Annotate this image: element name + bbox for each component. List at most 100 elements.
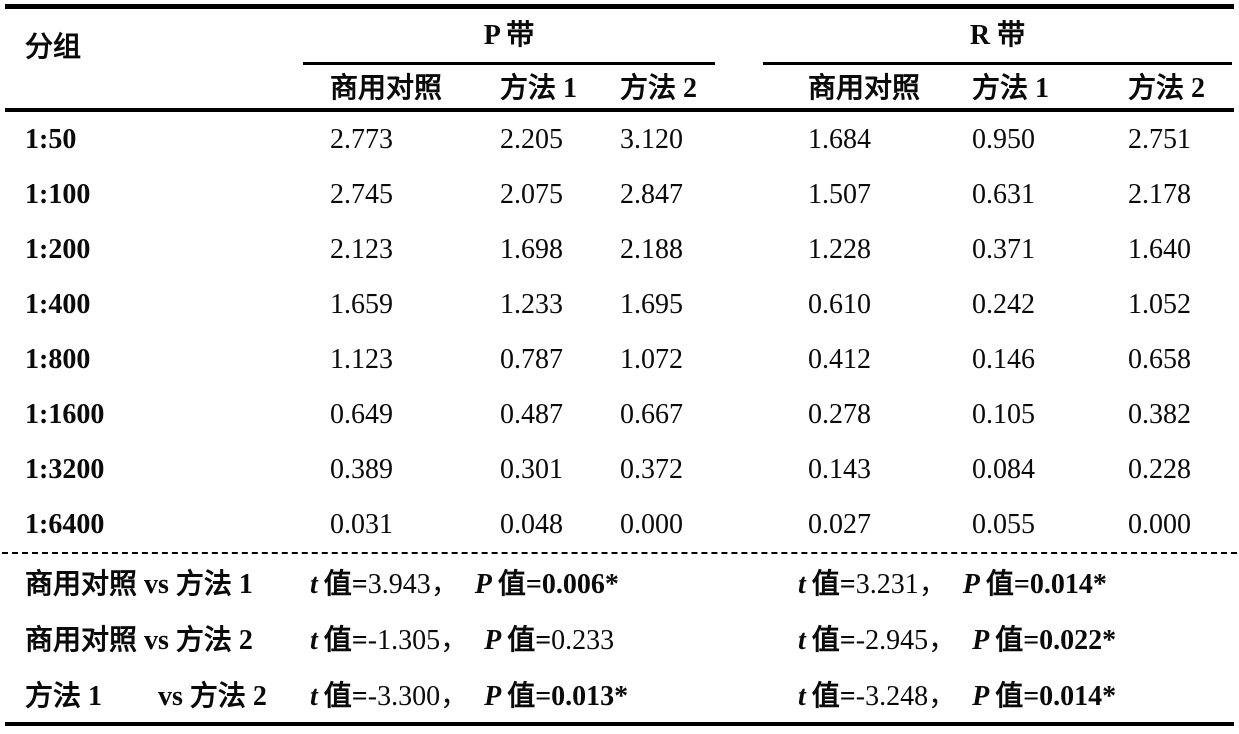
col-header-p-method1: 方法 1 bbox=[500, 72, 578, 104]
stats-p-band: t 值=-3.300， P 值=0.013* bbox=[310, 681, 629, 712]
cell-value: 0.610 bbox=[808, 288, 871, 320]
stats-row: 商用对照 vs 方法 2 t 值=-1.305， P 值=0.233 t 值=-2.94… bbox=[0, 610, 1239, 666]
stats-row: 方法 1 vs 方法 2 t 值=-3.300， P 值=0.013* t 值=-3.2… bbox=[0, 666, 1239, 722]
p-value: 0.006* bbox=[541, 569, 619, 600]
cell-group: 1:800 bbox=[25, 343, 91, 375]
p-symbol: P bbox=[972, 625, 990, 656]
p-symbol: P bbox=[962, 569, 980, 600]
cell-value: 2.205 bbox=[500, 123, 563, 155]
cell-value: 2.123 bbox=[330, 233, 393, 265]
cell-group: 1:200 bbox=[25, 233, 91, 265]
band-header-r: R 带 bbox=[763, 9, 1232, 65]
band-header-p: P 带 bbox=[303, 9, 715, 65]
cell-group: 1:400 bbox=[25, 288, 91, 320]
cell-value: 1.659 bbox=[330, 288, 393, 320]
col-header-p-control: 商用对照 bbox=[330, 72, 443, 104]
t-value: -1.305 bbox=[367, 625, 441, 656]
stats-r-band: t 值=3.231， P 值=0.014* bbox=[798, 569, 1107, 600]
cell-value: 0.027 bbox=[808, 508, 871, 540]
cell-value: 0.487 bbox=[500, 398, 563, 430]
cell-group: 1:1600 bbox=[25, 398, 105, 430]
p-symbol: P bbox=[484, 681, 502, 712]
t-symbol: t bbox=[798, 625, 806, 656]
stats-p-band: t 值=-1.305， P 值=0.233 bbox=[310, 625, 615, 656]
table-row: 1:6400 0.031 0.048 0.000 0.027 0.055 0.0… bbox=[0, 497, 1239, 552]
t-value: -2.945 bbox=[855, 625, 929, 656]
cell-value: 1.228 bbox=[808, 233, 871, 265]
cell-value: 0.382 bbox=[1128, 398, 1191, 430]
t-symbol: t bbox=[310, 569, 318, 600]
t-value: 3.943 bbox=[367, 569, 431, 600]
t-symbol: t bbox=[310, 681, 318, 712]
comparison-label: 商用对照 vs 方法 2 bbox=[25, 625, 253, 656]
cell-value: 0.105 bbox=[972, 398, 1035, 430]
t-symbol: t bbox=[798, 681, 806, 712]
cell-value: 0.950 bbox=[972, 123, 1035, 155]
cell-value: 2.751 bbox=[1128, 123, 1191, 155]
cell-value: 0.031 bbox=[330, 508, 393, 540]
cell-group: 1:100 bbox=[25, 178, 91, 210]
cell-value: 2.745 bbox=[330, 178, 393, 210]
stats-r-band: t 值=-2.945， P 值=0.022* bbox=[798, 625, 1117, 656]
cell-value: 0.649 bbox=[330, 398, 393, 430]
header-band-row: 分组 P 带 R 带 bbox=[0, 9, 1239, 65]
t-symbol: t bbox=[310, 625, 318, 656]
cell-value: 2.178 bbox=[1128, 178, 1191, 210]
cell-value: 0.787 bbox=[500, 343, 563, 375]
stats-section: 商用对照 vs 方法 1 t 值=3.943， P 值=0.006* t 值=3.231… bbox=[0, 554, 1239, 722]
cell-group: 1:6400 bbox=[25, 508, 105, 540]
cell-value: 0.631 bbox=[972, 178, 1035, 210]
stats-r-band: t 值=-3.248， P 值=0.014* bbox=[798, 681, 1117, 712]
cell-value: 0.048 bbox=[500, 508, 563, 540]
cell-value: 1.233 bbox=[500, 288, 563, 320]
p-symbol: P bbox=[484, 625, 502, 656]
table-row: 1:100 2.745 2.075 2.847 1.507 0.631 2.17… bbox=[0, 167, 1239, 222]
cell-group: 1:50 bbox=[25, 123, 77, 155]
t-value: -3.300 bbox=[367, 681, 441, 712]
cell-value: 1.072 bbox=[620, 343, 683, 375]
cell-value: 0.278 bbox=[808, 398, 871, 430]
t-symbol: t bbox=[798, 569, 806, 600]
header-bottom-rule bbox=[5, 108, 1234, 112]
table-row: 1:50 2.773 2.205 3.120 1.684 0.950 2.751 bbox=[0, 112, 1239, 167]
cell-value: 0.000 bbox=[1128, 508, 1191, 540]
cell-value: 2.188 bbox=[620, 233, 683, 265]
table-body: 1:50 2.773 2.205 3.120 1.684 0.950 2.751… bbox=[0, 112, 1239, 552]
cell-value: 1.698 bbox=[500, 233, 563, 265]
table-bottom-rule bbox=[5, 722, 1234, 726]
table-row: 1:200 2.123 1.698 2.188 1.228 0.371 1.64… bbox=[0, 222, 1239, 277]
cell-value: 0.371 bbox=[972, 233, 1035, 265]
cell-value: 1.695 bbox=[620, 288, 683, 320]
col-header-p-method2: 方法 2 bbox=[620, 72, 698, 104]
table-row: 1:1600 0.649 0.487 0.667 0.278 0.105 0.3… bbox=[0, 387, 1239, 442]
col-header-r-method1: 方法 1 bbox=[972, 72, 1050, 104]
cell-value: 0.143 bbox=[808, 453, 871, 485]
cell-value: 0.301 bbox=[500, 453, 563, 485]
cell-value: 0.228 bbox=[1128, 453, 1191, 485]
cell-value: 3.120 bbox=[620, 123, 683, 155]
cell-value: 1.123 bbox=[330, 343, 393, 375]
cell-value: 0.372 bbox=[620, 453, 683, 485]
col-header-r-control: 商用对照 bbox=[808, 72, 921, 104]
group-column-header: 分组 bbox=[25, 32, 82, 63]
cell-value: 0.242 bbox=[972, 288, 1035, 320]
table-row: 1:400 1.659 1.233 1.695 0.610 0.242 1.05… bbox=[0, 277, 1239, 332]
cell-value: 0.658 bbox=[1128, 343, 1191, 375]
p-value: 0.014* bbox=[1029, 569, 1107, 600]
cell-value: 0.084 bbox=[972, 453, 1035, 485]
cell-value: 2.773 bbox=[330, 123, 393, 155]
p-symbol: P bbox=[972, 681, 990, 712]
table-top-rule bbox=[5, 4, 1234, 9]
cell-value: 0.000 bbox=[620, 508, 683, 540]
stats-row: 商用对照 vs 方法 1 t 值=3.943， P 值=0.006* t 值=3.231… bbox=[0, 554, 1239, 610]
stats-p-band: t 值=3.943， P 值=0.006* bbox=[310, 569, 619, 600]
cell-group: 1:3200 bbox=[25, 453, 105, 485]
p-symbol: P bbox=[474, 569, 492, 600]
cell-value: 2.847 bbox=[620, 178, 683, 210]
cell-value: 1.684 bbox=[808, 123, 871, 155]
p-value: 0.022* bbox=[1039, 625, 1117, 656]
p-value: 0.014* bbox=[1039, 681, 1117, 712]
cell-value: 0.055 bbox=[972, 508, 1035, 540]
comparison-label: 商用对照 vs 方法 1 bbox=[25, 569, 253, 600]
t-value: 3.231 bbox=[855, 569, 919, 600]
